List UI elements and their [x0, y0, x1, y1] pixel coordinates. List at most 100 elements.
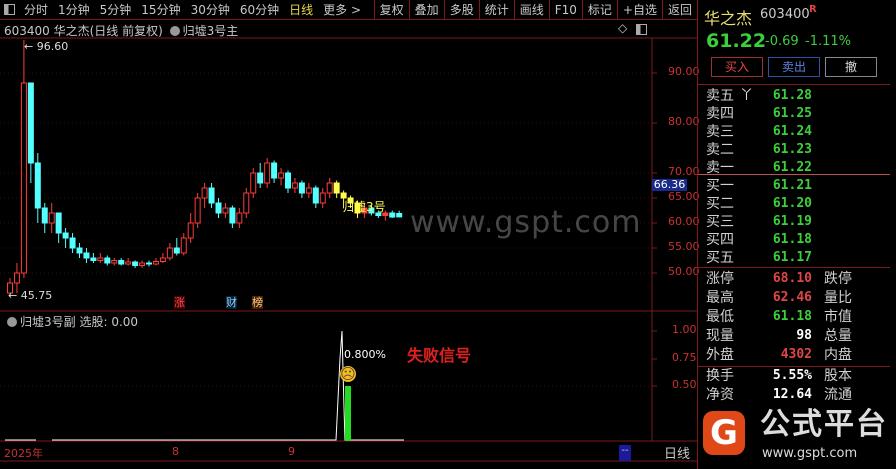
- diamond-icon[interactable]: ◇: [618, 21, 628, 35]
- sub-chart-title: 归墟3号副 选股: 0.00: [4, 313, 138, 330]
- bid-row: 买三 61.19: [702, 213, 892, 232]
- period-label[interactable]: 日线: [664, 447, 691, 462]
- candle-body: [180, 237, 187, 254]
- price-axis-label: 70.00: [668, 165, 700, 178]
- row-label: 卖五: [706, 88, 734, 104]
- period-tab[interactable]: 更多 >: [323, 2, 362, 17]
- stat-row: 最低 61.18 市值: [702, 308, 892, 327]
- candle-body: [76, 247, 83, 254]
- period-tab[interactable]: 日线: [289, 2, 314, 17]
- sub-axis-label: 0.50: [672, 378, 697, 391]
- toolbar-button[interactable]: 画线: [513, 0, 549, 20]
- cancel-button[interactable]: 撤: [825, 57, 877, 77]
- marker-finance[interactable]: 财: [226, 296, 237, 309]
- panel-toggle-icon[interactable]: [4, 4, 15, 15]
- time-box[interactable]: --: [619, 445, 631, 461]
- candle-body: [132, 261, 139, 266]
- row-label-2: 跌停: [824, 271, 852, 287]
- candle-body: [34, 162, 41, 209]
- toolbar-button[interactable]: 标记: [581, 0, 617, 20]
- row-label: 涨停: [706, 271, 734, 287]
- candle-body: [236, 212, 243, 224]
- candle-body: [13, 272, 20, 284]
- last-price: 61.22: [706, 30, 767, 52]
- row-value: 61.24: [772, 124, 812, 139]
- row-value: 61.18: [772, 232, 812, 247]
- candle-body: [173, 247, 180, 254]
- ask-mark: 丫: [740, 88, 754, 103]
- candle-body: [166, 247, 173, 259]
- row-label: 卖二: [706, 142, 734, 158]
- row-label: 卖四: [706, 106, 734, 122]
- row-value: 5.55%: [772, 368, 812, 383]
- row-label: 买二: [706, 196, 734, 212]
- price-axis-label: 50.00: [668, 265, 700, 278]
- sell-button[interactable]: 卖出: [768, 57, 820, 77]
- stat-row: 最高 62.46 量比: [702, 289, 892, 308]
- row-value: 61.22: [772, 160, 812, 175]
- period-tab[interactable]: 30分钟: [190, 2, 230, 17]
- indicator-dropdown-icon[interactable]: [169, 26, 180, 36]
- indicator-name[interactable]: 归墟3号主: [182, 24, 239, 38]
- bid-row: 买五 61.17: [702, 249, 892, 268]
- candle-body: [285, 172, 291, 189]
- candle-body: [69, 237, 76, 249]
- row-value: 61.18: [772, 309, 812, 324]
- toolbar-button[interactable]: 复权: [373, 0, 409, 20]
- period-tab[interactable]: 5分钟: [99, 2, 132, 17]
- price-change: -0.69: [765, 34, 799, 49]
- candle-body: [298, 182, 305, 194]
- sub-axis-label: 1.00: [672, 323, 697, 336]
- toolbar-button[interactable]: 返回: [661, 0, 697, 20]
- watermark: www.gspt.com: [410, 205, 642, 240]
- layout-toggle-icon[interactable]: [636, 24, 647, 35]
- quote-panel: 华之杰 603400 R 61.22 -0.69 -1.11% 买入 卖出 撤 …: [697, 0, 896, 469]
- kline-chart[interactable]: [0, 0, 697, 469]
- marker-limit-up[interactable]: 涨: [174, 296, 185, 309]
- row-value: 98: [796, 328, 812, 343]
- candle-body: [333, 182, 340, 194]
- candle-body: [62, 232, 69, 239]
- candle-body: [7, 282, 13, 294]
- period-tab[interactable]: 1分钟: [58, 2, 90, 17]
- stock-code: 603400: [760, 7, 810, 22]
- candle-body: [97, 257, 104, 261]
- candle-body: [48, 212, 55, 224]
- buy-button[interactable]: 买入: [711, 57, 763, 77]
- toolbar-button[interactable]: F10: [548, 0, 582, 20]
- stat-row: 现量 98 总量: [702, 327, 892, 346]
- period-tab[interactable]: 分时: [24, 2, 49, 17]
- min-price-label: ← 45.75: [8, 289, 53, 302]
- candle-body: [361, 207, 368, 214]
- toolbar-button[interactable]: 统计: [478, 0, 514, 20]
- candle-body: [243, 192, 250, 214]
- row-label-2: 总量: [824, 328, 852, 344]
- row-label: 换手: [706, 368, 734, 384]
- row-label: 买四: [706, 232, 734, 248]
- candle-body: [382, 212, 389, 216]
- candle-body: [291, 182, 298, 189]
- row-value: 12.64: [772, 387, 812, 402]
- candle-body: [319, 192, 326, 204]
- row-label: 净资: [706, 387, 734, 403]
- price-axis-label: 55.00: [668, 240, 700, 253]
- row-value: 61.17: [772, 250, 812, 265]
- toolbar-button[interactable]: 叠加: [408, 0, 444, 20]
- marker-board[interactable]: 榜: [252, 296, 263, 309]
- price-axis-label: 60.00: [668, 215, 700, 228]
- row-label: 买一: [706, 178, 734, 194]
- period-tab[interactable]: 60分钟: [239, 2, 280, 17]
- bid-row: 买一 61.21: [702, 177, 892, 196]
- candle-body: [222, 207, 229, 214]
- row-label-2: 市值: [824, 309, 852, 325]
- toolbar-button[interactable]: +自选: [616, 0, 662, 20]
- value-label: 0.800%: [344, 348, 386, 361]
- stock-name: 华之杰: [704, 9, 753, 28]
- candle-body: [340, 192, 347, 199]
- ask-row: 卖一 61.22: [702, 159, 892, 178]
- period-tab[interactable]: 15分钟: [141, 2, 181, 17]
- signal-bar: [345, 386, 351, 441]
- row-value: 4302: [780, 347, 812, 362]
- toolbar-button[interactable]: 多股: [443, 0, 479, 20]
- sub-indicator-dropdown-icon[interactable]: [7, 317, 17, 327]
